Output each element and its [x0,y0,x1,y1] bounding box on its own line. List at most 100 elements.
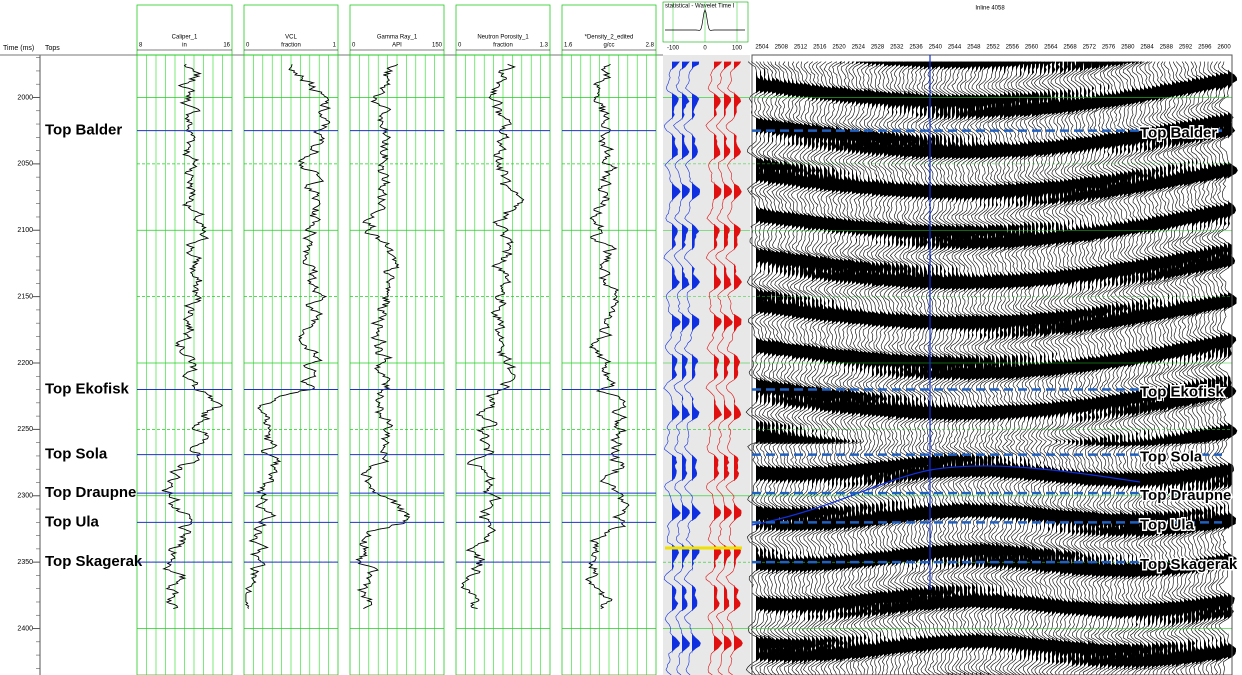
trace-wiggle [1166,61,1186,675]
trace-wiggle [725,61,743,675]
trace-wiggle [1185,61,1206,675]
top-label: Top Balder [45,122,122,139]
log-curve [355,63,411,609]
trace-wiggle [1190,61,1211,675]
trace-number: 2564 [1044,45,1058,51]
time-tick-label: 2000 [17,94,33,101]
trace-number: 2552 [986,45,1000,51]
wavelet-tick-label: -100 [667,46,680,52]
trace-wiggle [715,61,733,675]
trace-wiggle [1209,61,1231,675]
trace-number: 2532 [890,45,904,51]
trace-wiggle [941,61,962,675]
trace-number: 2584 [1140,45,1154,51]
time-tick-label: 2200 [17,360,33,367]
track-max: 1 [333,43,337,49]
trace-number: 2540 [929,45,943,51]
trace-number: 2520 [832,45,846,51]
time-tick-label: 2250 [17,426,33,433]
track-min: 0 [352,43,356,49]
trace-wiggle [870,61,891,675]
track-unit: API [392,43,402,49]
trace-fill [1228,61,1238,675]
trace-number: 2536 [909,45,923,51]
trace-fill [1124,61,1134,675]
trace-fill [860,61,870,675]
trace-number: 2508 [775,45,789,51]
trace-fill [672,61,681,675]
track-max: 2.8 [646,43,655,49]
trace-number: 2580 [1121,45,1135,51]
trace-number: 2572 [1083,45,1097,51]
track-name: Caliper_1 [172,35,198,41]
trace-fill [1096,61,1106,675]
time-tick-label: 2300 [17,493,33,500]
trace-number: 2504 [755,45,769,51]
time-tick-label: 2100 [17,227,33,234]
tops-header: Tops [45,45,60,52]
trace-number: 2556 [1006,45,1020,51]
trace-number: 2548 [967,45,981,51]
well-label: 16/4-1 [921,595,939,601]
trace-wiggle [838,61,858,675]
track-unit: g/cc [603,43,614,49]
top-label: Top Ekofisk [1140,384,1225,401]
trace-wiggle [850,61,871,675]
trace-wiggle [825,61,846,675]
wavelet-tick-label: 100 [732,46,743,52]
log-curve [161,63,224,610]
trace-wiggle [894,61,914,675]
trace-fill [714,61,722,675]
track-unit: fraction [281,43,301,49]
trace-fill [1140,61,1150,675]
trace-fill [832,61,843,675]
time-tick-label: 2350 [17,559,33,566]
time-tick-label: 2400 [17,625,33,632]
trace-fill [692,61,701,675]
top-label: Top Sola [1140,449,1203,466]
track-name: Neutron Porosity_1 [477,35,529,41]
trace-wiggle [918,61,938,675]
trace-number: 2592 [1179,45,1193,51]
trace-wiggle [1213,61,1234,675]
top-label: Top Ula [1140,516,1195,533]
trace-wiggle [1173,61,1194,675]
wavelet-tick-label: 0 [703,46,707,52]
horizon [751,465,1141,526]
trace-number: 2528 [871,45,885,51]
trace-number: 2600 [1217,45,1231,51]
trace-wiggle [898,61,919,675]
top-label: Top Ekofisk [45,381,130,398]
trace-fill [888,61,898,675]
trace-wiggle [673,61,690,675]
trace-fill [1220,61,1230,675]
top-label: Top Skagerak [45,553,143,570]
trace-number: 2576 [1102,45,1116,51]
log-curve [460,63,525,610]
time-tick-label: 2150 [17,293,33,300]
trace-number: 2568 [1063,45,1077,51]
trace-wiggle [705,61,723,675]
trace-wiggle [1205,61,1226,675]
trace-fill [1112,61,1122,675]
time-axis-label: Time (ms) [3,45,34,52]
trace-wiggle [853,61,875,675]
trace-number: 2524 [852,45,866,51]
trace-wiggle [1217,61,1238,675]
top-label: Top Draupne [1140,487,1231,504]
trace-wiggle [663,61,681,675]
trace-fill [734,61,743,675]
track-max: 150 [432,43,443,49]
track-min: 8 [139,43,143,49]
track-max: 16 [223,43,230,49]
trace-fill [1152,61,1163,675]
wavelet-box [662,1,749,43]
trace-fill [724,61,733,675]
trace-fill [844,61,854,675]
trace-fill [1168,61,1177,675]
trace-number: 2516 [813,45,827,51]
trace-number: 2560 [1025,45,1039,51]
trace-fill [776,61,786,675]
trace-wiggle [789,61,811,675]
